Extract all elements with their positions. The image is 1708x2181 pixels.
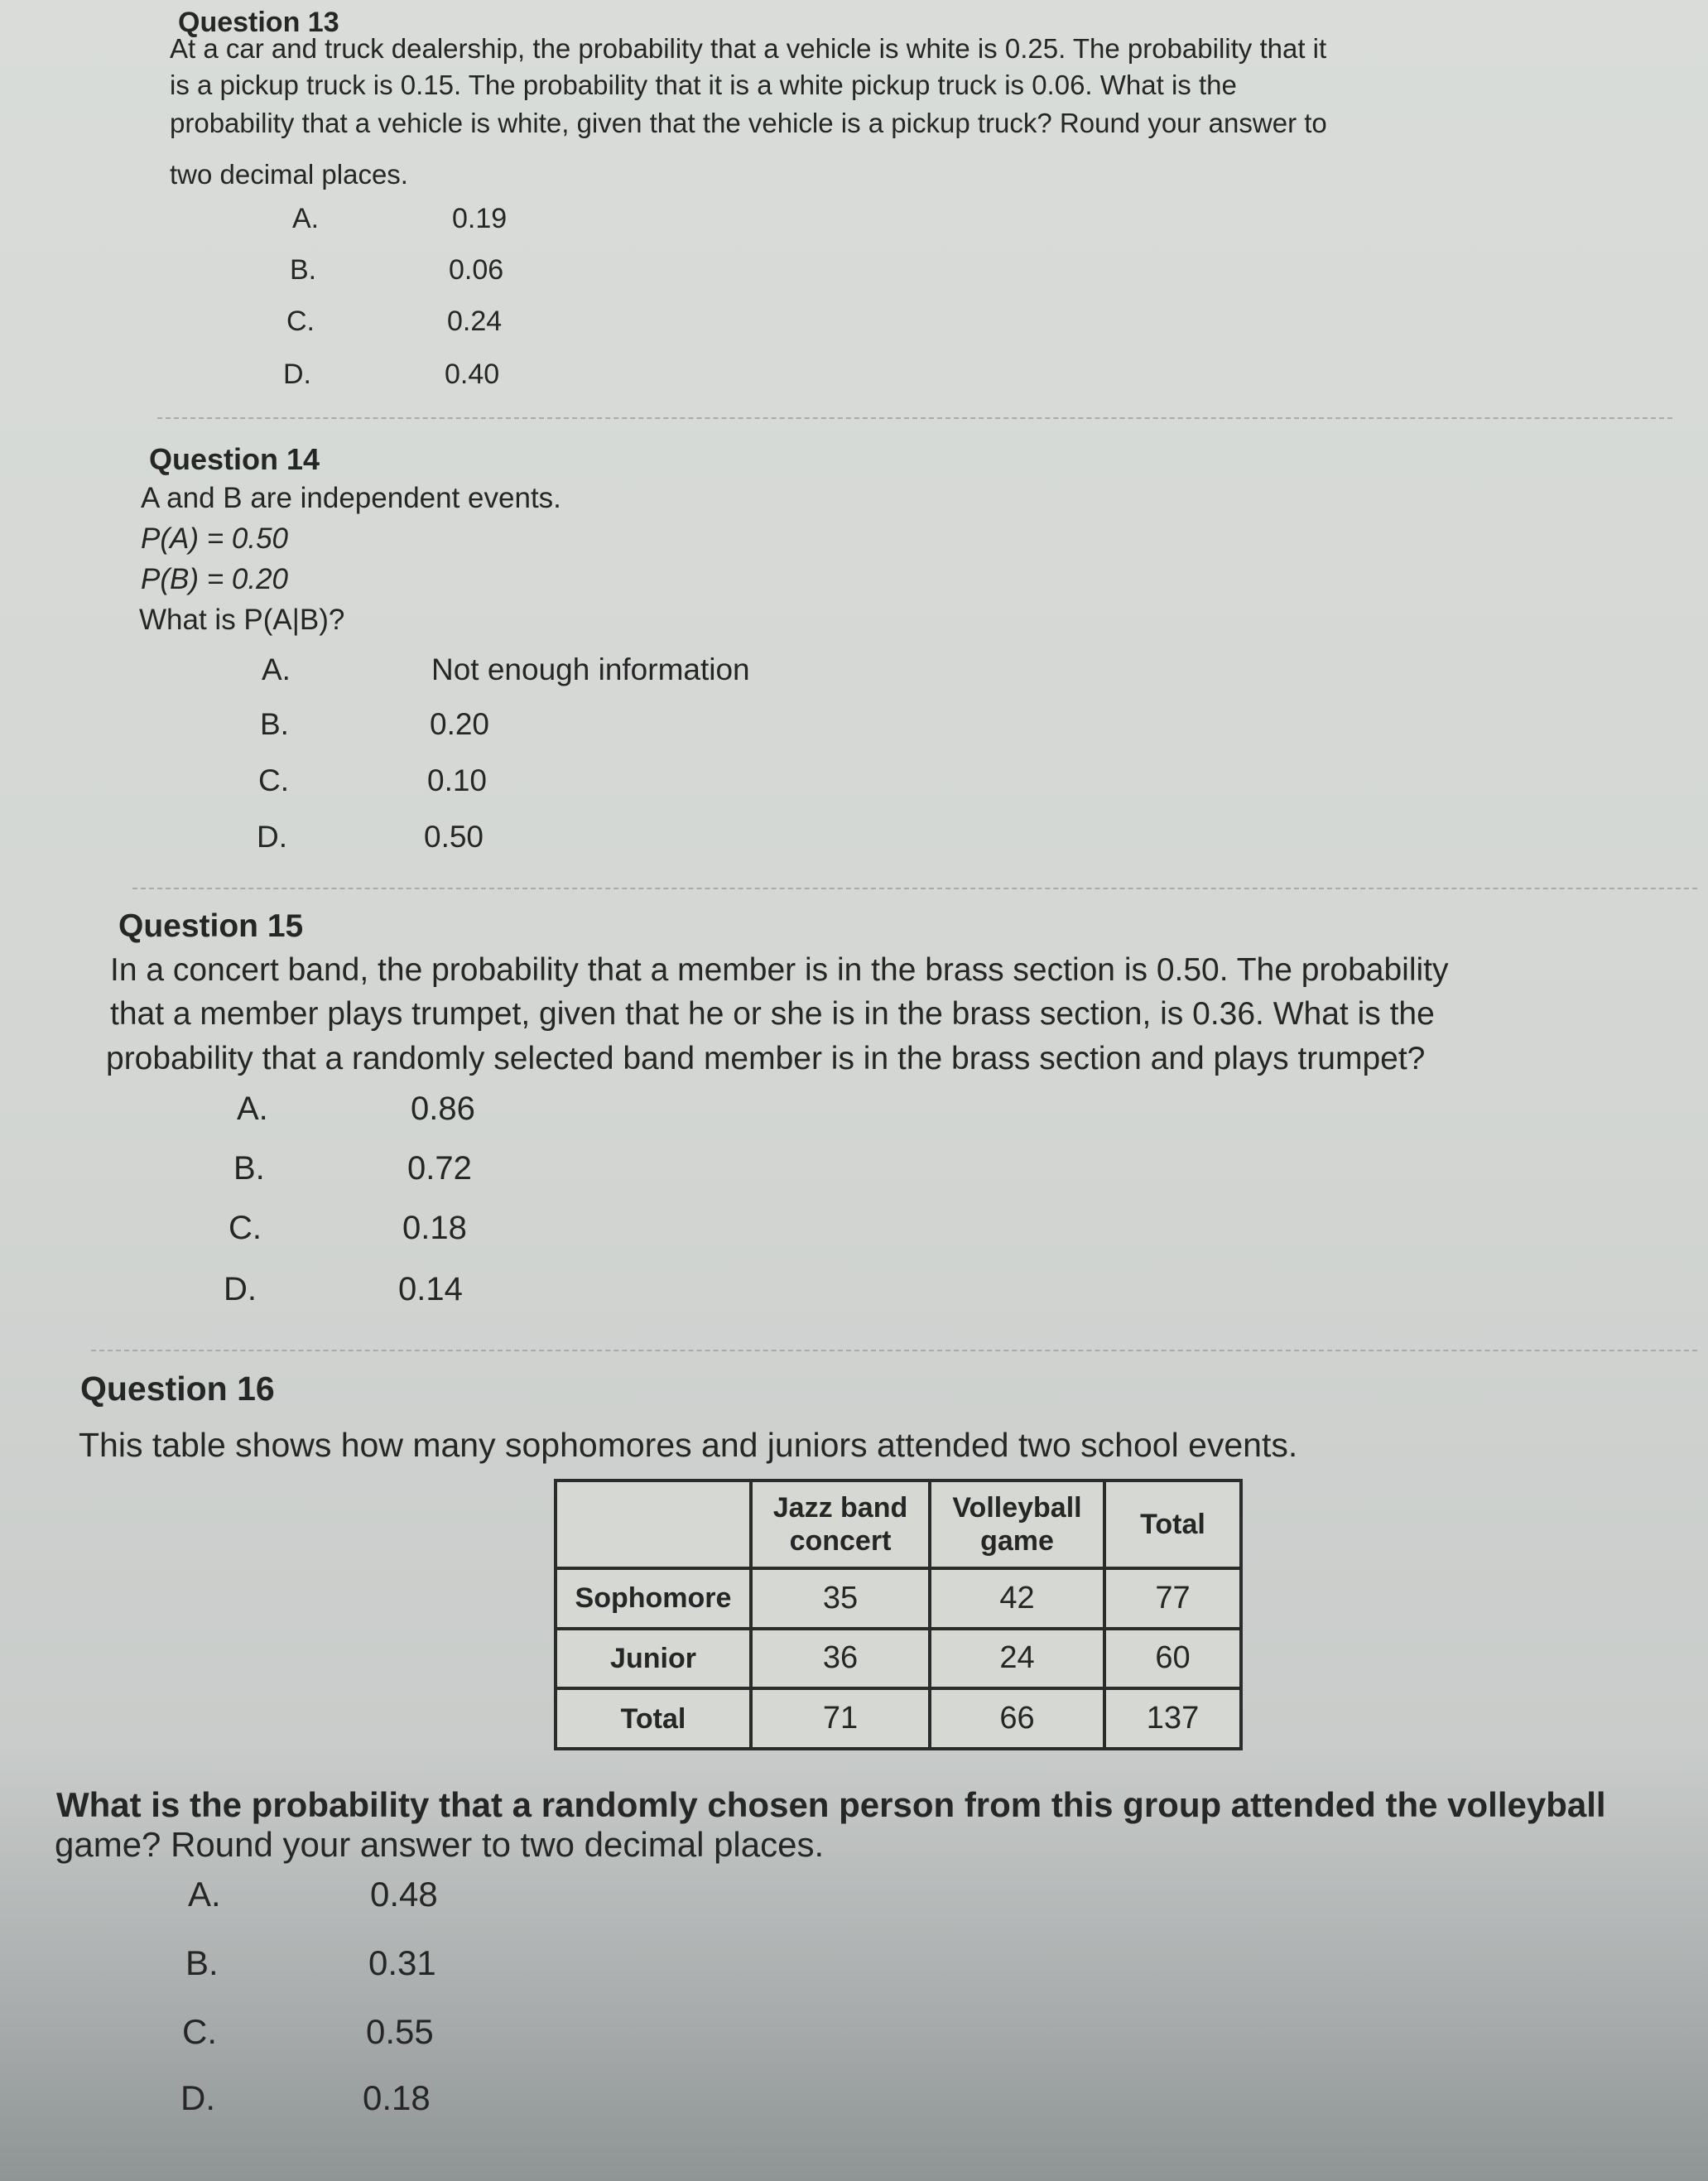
table-row: Junior 36 24 60 [554,1626,1243,1691]
table-cell: 60 [1103,1626,1243,1691]
option-value: 0.20 [430,707,490,741]
option-value: 0.19 [452,203,508,234]
option-letter: B. [290,254,317,286]
option-value: 0.40 [445,359,500,390]
option-letter: A. [237,1090,268,1127]
question-14-text-2: P(A) = 0.50 [141,522,289,555]
option-value: 0.31 [368,1943,436,1982]
question-13-text-3: probability that a vehicle is white, giv… [170,108,1327,138]
question-16-text-3: game? Round your answer to two decimal p… [55,1825,825,1864]
option-letter: D. [224,1271,257,1307]
table-cell: 42 [928,1567,1106,1630]
option-letter: A. [292,203,320,234]
option-letter: A. [188,1875,221,1914]
table-cell: 71 [749,1687,931,1750]
question-13-text-4: two decimal places. [170,159,408,190]
row-label: Junior [554,1626,753,1691]
question-14-title: Question 14 [149,442,320,476]
question-15-text-2: that a member plays trumpet, given that … [110,996,1435,1032]
question-14-text-4: What is P(A|B)? [139,604,345,636]
row-label: Total [554,1687,753,1750]
option-letter: C. [182,2012,217,2051]
divider [157,417,1672,419]
divider [91,1350,1697,1351]
option-letter: C. [286,306,315,337]
question-16-text-2: What is the probability that a randomly … [56,1785,1606,1824]
option-letter: B. [233,1150,265,1187]
option-letter: C. [258,763,289,797]
option-value: 0.55 [366,2012,434,2051]
question-16-title: Question 16 [80,1370,275,1408]
table-cell: 24 [928,1626,1106,1691]
option-letter: A. [262,652,291,686]
option-value: 0.06 [449,254,504,286]
option-value: 0.50 [424,820,484,854]
table-row: Total 71 66 137 [554,1687,1243,1750]
divider [132,888,1697,889]
option-letter: B. [185,1943,219,1982]
option-letter: D. [180,2078,215,2117]
question-14-text-3: P(B) = 0.20 [141,563,289,595]
question-15-text-1: In a concert band, the probability that … [110,952,1449,988]
question-13-text-1: At a car and truck dealership, the proba… [170,33,1327,64]
option-letter: B. [260,707,289,741]
question-16-text-1: This table shows how many sophomores and… [79,1426,1298,1464]
question-14-text-1: A and B are independent events. [141,482,561,514]
table-cell: 36 [749,1626,931,1691]
option-value: 0.72 [407,1150,472,1187]
option-value: 0.10 [427,763,488,797]
option-value: Not enough information [431,652,750,686]
table-cell: 66 [928,1687,1106,1750]
option-letter: D. [283,359,311,390]
option-value: 0.18 [363,2078,431,2117]
option-value: 0.14 [398,1271,463,1307]
table-cell: 77 [1103,1567,1243,1630]
events-table: Jazz band concert Volleyball game Total … [554,1479,1243,1750]
option-value: 0.18 [402,1210,467,1246]
option-letter: C. [229,1210,262,1246]
option-letter: D. [257,820,287,854]
table-row: Sophomore 35 42 77 [554,1567,1243,1630]
table-cell: 137 [1103,1687,1243,1750]
table-cell: 35 [749,1567,931,1630]
table-header-total: Total [1103,1479,1243,1570]
table-header-blank [554,1479,753,1570]
question-13-title: Question 13 [178,7,339,38]
option-value: 0.86 [411,1090,475,1127]
table-header-jazz: Jazz band concert [749,1479,931,1570]
question-13-text-2: is a pickup truck is 0.15. The probabili… [170,70,1237,100]
row-label: Sophomore [554,1567,753,1630]
question-15-text-3: probability that a randomly selected ban… [106,1041,1426,1076]
table-header-volleyball: Volleyball game [928,1479,1106,1570]
question-15-title: Question 15 [118,908,304,944]
option-value: 0.48 [370,1875,438,1914]
option-value: 0.24 [447,306,503,337]
